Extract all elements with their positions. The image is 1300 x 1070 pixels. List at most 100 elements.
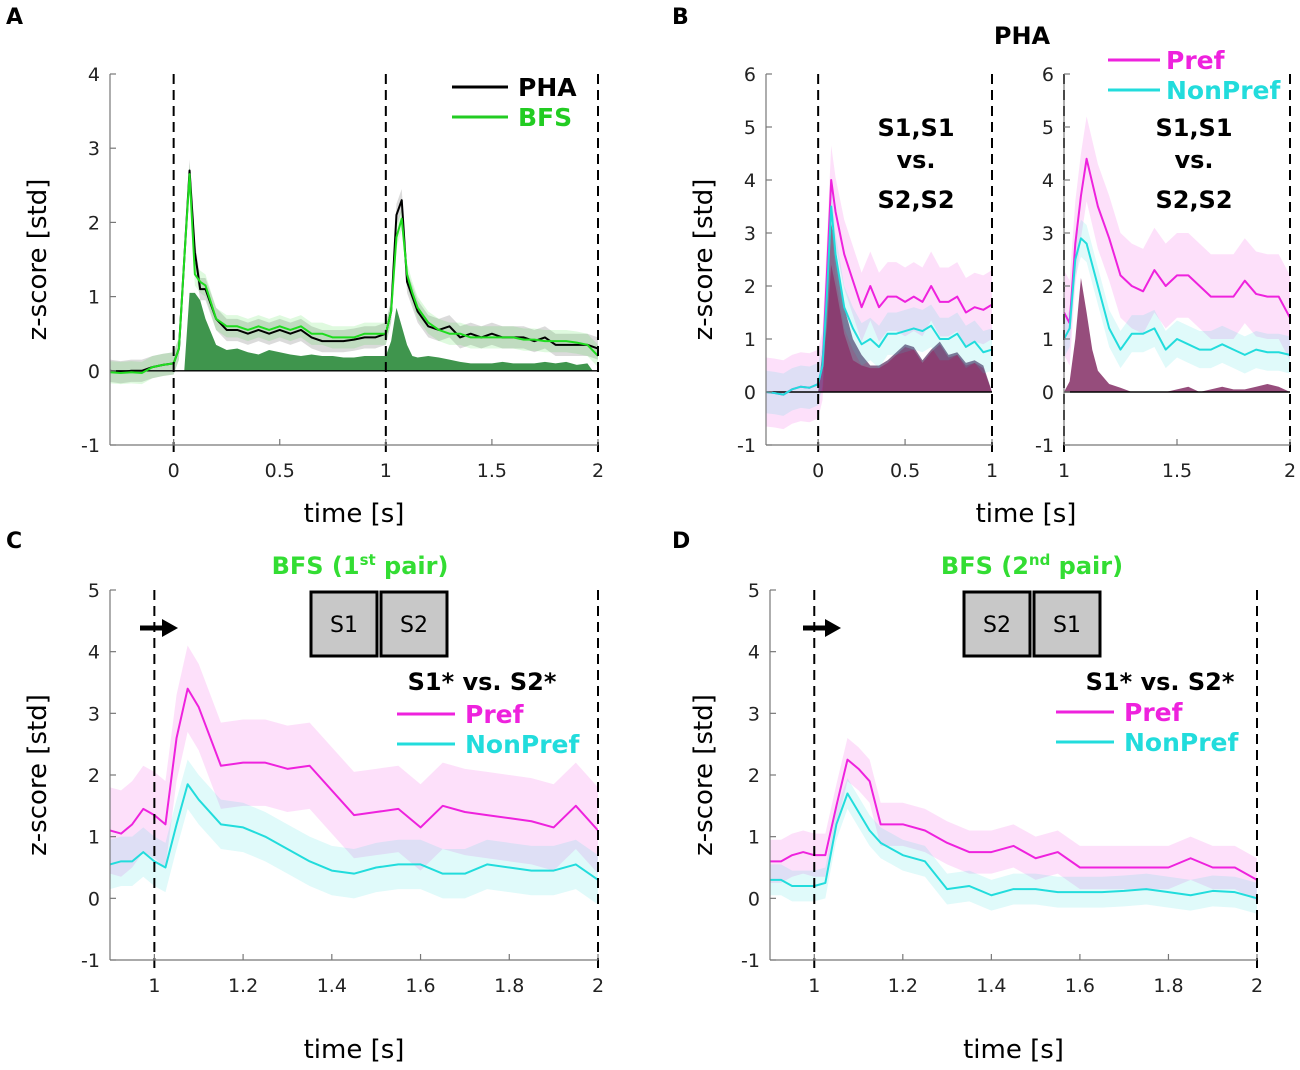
nonpref-error-band bbox=[1064, 219, 1290, 374]
y-tick-label: 0 bbox=[88, 888, 100, 910]
stimulus-box-label: S1 bbox=[1053, 613, 1081, 638]
y-axis-label: z-score [std] bbox=[689, 179, 719, 341]
legend-label-pha: PHA bbox=[518, 73, 577, 102]
y-tick-label: 6 bbox=[744, 64, 756, 86]
legend-label-pref: Pref bbox=[465, 700, 525, 729]
nonpref-error-band bbox=[770, 778, 1257, 914]
panel-letter-c: C bbox=[6, 529, 22, 554]
y-tick-label: 1 bbox=[744, 329, 756, 351]
y-tick-label: 0 bbox=[88, 361, 100, 383]
y-tick-label: 4 bbox=[88, 64, 100, 86]
x-tick-label: 1.2 bbox=[228, 975, 258, 997]
x-axis-label: time [s] bbox=[304, 499, 405, 529]
title-superscript: st bbox=[360, 551, 376, 569]
nonpref-series-line bbox=[766, 205, 992, 396]
y-axis-label: z-score [std] bbox=[23, 694, 53, 856]
panel-c-title: BFS (1st pair) bbox=[272, 551, 449, 580]
y-tick-label: 3 bbox=[744, 223, 756, 245]
y-tick-label: 3 bbox=[1042, 223, 1054, 245]
y-tick-label: 2 bbox=[748, 765, 760, 787]
y-tick-label: 1 bbox=[88, 827, 100, 849]
stimulus-box-s1 bbox=[309, 590, 379, 658]
panel-b-title: PHA bbox=[994, 22, 1051, 50]
x-tick-label: 1.2 bbox=[888, 975, 918, 997]
y-tick-label: 0 bbox=[744, 382, 756, 404]
x-tick-label: 1 bbox=[808, 975, 820, 997]
x-tick-label: 1.5 bbox=[1162, 460, 1192, 482]
y-tick-label: 0 bbox=[1042, 382, 1054, 404]
y-tick-label: 2 bbox=[88, 765, 100, 787]
x-tick-label: 1.4 bbox=[317, 975, 347, 997]
y-tick-label: 6 bbox=[1042, 64, 1054, 86]
y-tick-label: 1 bbox=[88, 287, 100, 309]
pref-significance-area bbox=[818, 264, 992, 392]
title-main: BFS (1 bbox=[272, 552, 360, 580]
stimulus-box-label: S1 bbox=[330, 613, 358, 638]
panel-b-left: -1 0 1 2 3 4 5 6 0 0.5 1 z-score [std] PHA S1,S1 vs. S2… bbox=[689, 22, 1051, 482]
panel-d-title: BFS (2nd pair) bbox=[941, 551, 1123, 580]
y-tick-label: 1 bbox=[748, 827, 760, 849]
y-tick-label: -1 bbox=[737, 435, 756, 457]
nonpref-series-line bbox=[770, 792, 1257, 900]
stimulus-box-s2 bbox=[379, 590, 449, 658]
y-tick-label: 5 bbox=[748, 580, 760, 602]
stimulus-box-label: S2 bbox=[983, 613, 1011, 638]
y-tick-label: 5 bbox=[744, 117, 756, 139]
x-tick-label: 1 bbox=[986, 460, 998, 482]
x-tick-label: 1.5 bbox=[477, 460, 507, 482]
y-tick-label: 0 bbox=[748, 888, 760, 910]
significance-area bbox=[184, 292, 593, 371]
panel-b-right-annotation-line: S1,S1 bbox=[1155, 114, 1232, 142]
panel-letter-b: B bbox=[672, 5, 689, 30]
legend-label-nonpref: NonPref bbox=[1166, 76, 1282, 105]
panel-b-right: -1 0 1 2 3 4 5 6 1 1.5 2 time [s] S1,S1 vs. S2,S2 PrefN… bbox=[976, 46, 1296, 529]
bfs-error-band bbox=[110, 163, 598, 385]
y-axis-label: z-score [std] bbox=[689, 694, 719, 856]
y-tick-label: -1 bbox=[741, 950, 760, 972]
plot-area bbox=[110, 645, 598, 905]
x-tick-label: 0.5 bbox=[265, 460, 295, 482]
stimulus-box-label: S2 bbox=[400, 613, 428, 638]
x-tick-label: 1.6 bbox=[405, 975, 435, 997]
x-tick-label: 2 bbox=[592, 975, 604, 997]
y-tick-label: 2 bbox=[1042, 276, 1054, 298]
y-tick-label: 3 bbox=[88, 138, 100, 160]
x-axis-label: time [s] bbox=[963, 1035, 1064, 1065]
x-tick-label: 2 bbox=[592, 460, 604, 482]
x-axis-label: time [s] bbox=[304, 1035, 405, 1065]
x-tick-label: 1 bbox=[148, 975, 160, 997]
y-tick-label: 4 bbox=[744, 170, 756, 192]
x-axis-label: time [s] bbox=[976, 499, 1077, 529]
x-tick-label: 0 bbox=[168, 460, 180, 482]
y-tick-label: 5 bbox=[1042, 117, 1054, 139]
y-tick-label: 3 bbox=[748, 703, 760, 725]
x-tick-label: 2 bbox=[1251, 975, 1263, 997]
panel-letter-d: D bbox=[672, 529, 690, 554]
legend-label-pref: Pref bbox=[1124, 698, 1184, 727]
legend-label-pref: Pref bbox=[1166, 46, 1226, 75]
y-tick-label: 3 bbox=[88, 703, 100, 725]
panel-a: -1 0 1 2 3 4 0 0.5 1 1.5 2 z-score [std] time [s] PHA… bbox=[23, 64, 604, 529]
plot-area bbox=[770, 738, 1257, 914]
x-tick-label: 0 bbox=[812, 460, 824, 482]
y-tick-label: -1 bbox=[81, 435, 100, 457]
x-tick-label: 1 bbox=[380, 460, 392, 482]
legend-label-nonpref: NonPref bbox=[1124, 728, 1240, 757]
stimulus-box-s2 bbox=[962, 590, 1032, 658]
x-tick-label: 2 bbox=[1284, 460, 1296, 482]
panel-b-left-annotation-line: vs. bbox=[896, 146, 935, 174]
panel-b-left-annotation-line: S1,S1 bbox=[877, 114, 954, 142]
title-main: BFS (2 bbox=[941, 552, 1029, 580]
bfs-series-line bbox=[110, 173, 598, 375]
panel-d: -1 0 1 2 3 4 5 1 1.2 1.4 1.6 1.8 2 z-score [std] time … bbox=[689, 551, 1263, 1065]
nonpref-series-line bbox=[1064, 237, 1290, 356]
pref-error-band bbox=[1064, 116, 1290, 366]
panel-d-annotation: S1* vs. S2* bbox=[1086, 668, 1235, 696]
pref-error-band bbox=[110, 645, 598, 877]
nonpref-series-line bbox=[110, 783, 598, 881]
panel-letter-a: A bbox=[6, 5, 23, 30]
legend-label-bfs: BFS bbox=[518, 103, 572, 132]
panel-b-left-annotation-line: S2,S2 bbox=[877, 186, 954, 214]
plot-area bbox=[766, 145, 992, 430]
panel-b-right-annotation-line: S2,S2 bbox=[1155, 186, 1232, 214]
